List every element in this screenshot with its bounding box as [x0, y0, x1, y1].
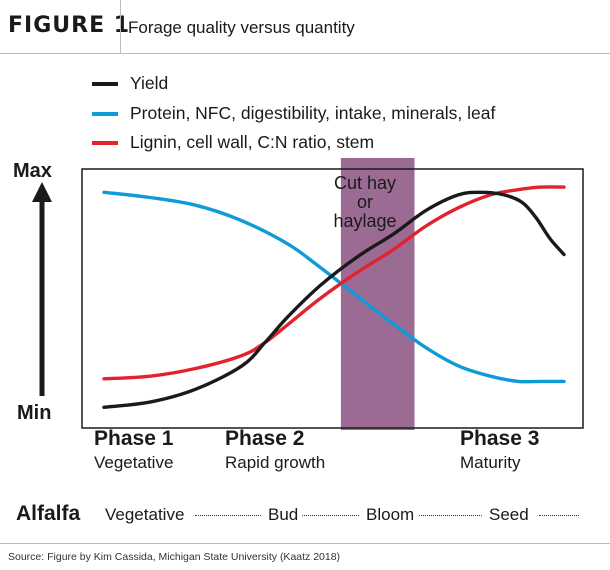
stage-connector	[539, 515, 579, 516]
alfalfa-label: Alfalfa	[16, 502, 81, 525]
figure-header: FIGURE 1 Forage quality versus quantity	[0, 0, 610, 54]
cut-band-label-line3: haylage	[333, 211, 397, 231]
figure-label: FIGURE 1	[8, 13, 131, 38]
cut-band-label-line1: Cut hay	[333, 173, 397, 193]
series-line-lignin	[102, 185, 566, 381]
stage-connector	[195, 515, 261, 516]
legend-label-protein: Protein, NFC, digestibility, intake, min…	[130, 103, 496, 123]
figure-title: Forage quality versus quantity	[128, 18, 355, 37]
legend-swatch-protein	[92, 112, 118, 116]
cut-band-label-line2: or	[356, 192, 373, 212]
phase-1: Phase 1 Vegetative	[94, 427, 173, 473]
cut-band-label: Cut hay or haylage	[327, 174, 403, 231]
phase-3-title: Phase 3	[460, 427, 540, 450]
phase-3-subtitle: Maturity	[460, 453, 521, 472]
source-text: Source: Figure by Kim Cassida, Michigan …	[8, 551, 341, 563]
legend-swatch-lignin	[92, 141, 118, 145]
stage-connector	[302, 515, 359, 516]
legend-label-lignin: Lignin, cell wall, C:N ratio, stem	[130, 132, 375, 152]
alfalfa-stage-seed: Seed	[489, 505, 529, 524]
phase-1-subtitle: Vegetative	[94, 453, 174, 472]
source-footer: Source: Figure by Kim Cassida, Michigan …	[0, 543, 610, 570]
alfalfa-stage-bloom: Bloom	[366, 505, 415, 524]
phase-2-subtitle: Rapid growth	[225, 453, 326, 472]
axis-max-label: Max	[13, 160, 52, 182]
legend-swatch-yield	[92, 82, 118, 86]
plot-frame	[81, 168, 584, 429]
phase-2: Phase 2 Rapid growth	[225, 427, 325, 473]
axis-min-label: Min	[17, 402, 52, 424]
alfalfa-stage-bud: Bud	[268, 505, 299, 524]
phase-3: Phase 3 Maturity	[460, 427, 539, 473]
header-divider	[120, 0, 121, 53]
phase-2-title: Phase 2	[225, 427, 305, 450]
stage-connector	[419, 515, 482, 516]
legend-label-yield: Yield	[130, 73, 169, 93]
series-line-protein	[102, 190, 566, 384]
phase-1-title: Phase 1	[94, 427, 174, 450]
alfalfa-stage-vegetative: Vegetative	[105, 505, 185, 524]
series-line-yield	[102, 190, 566, 409]
